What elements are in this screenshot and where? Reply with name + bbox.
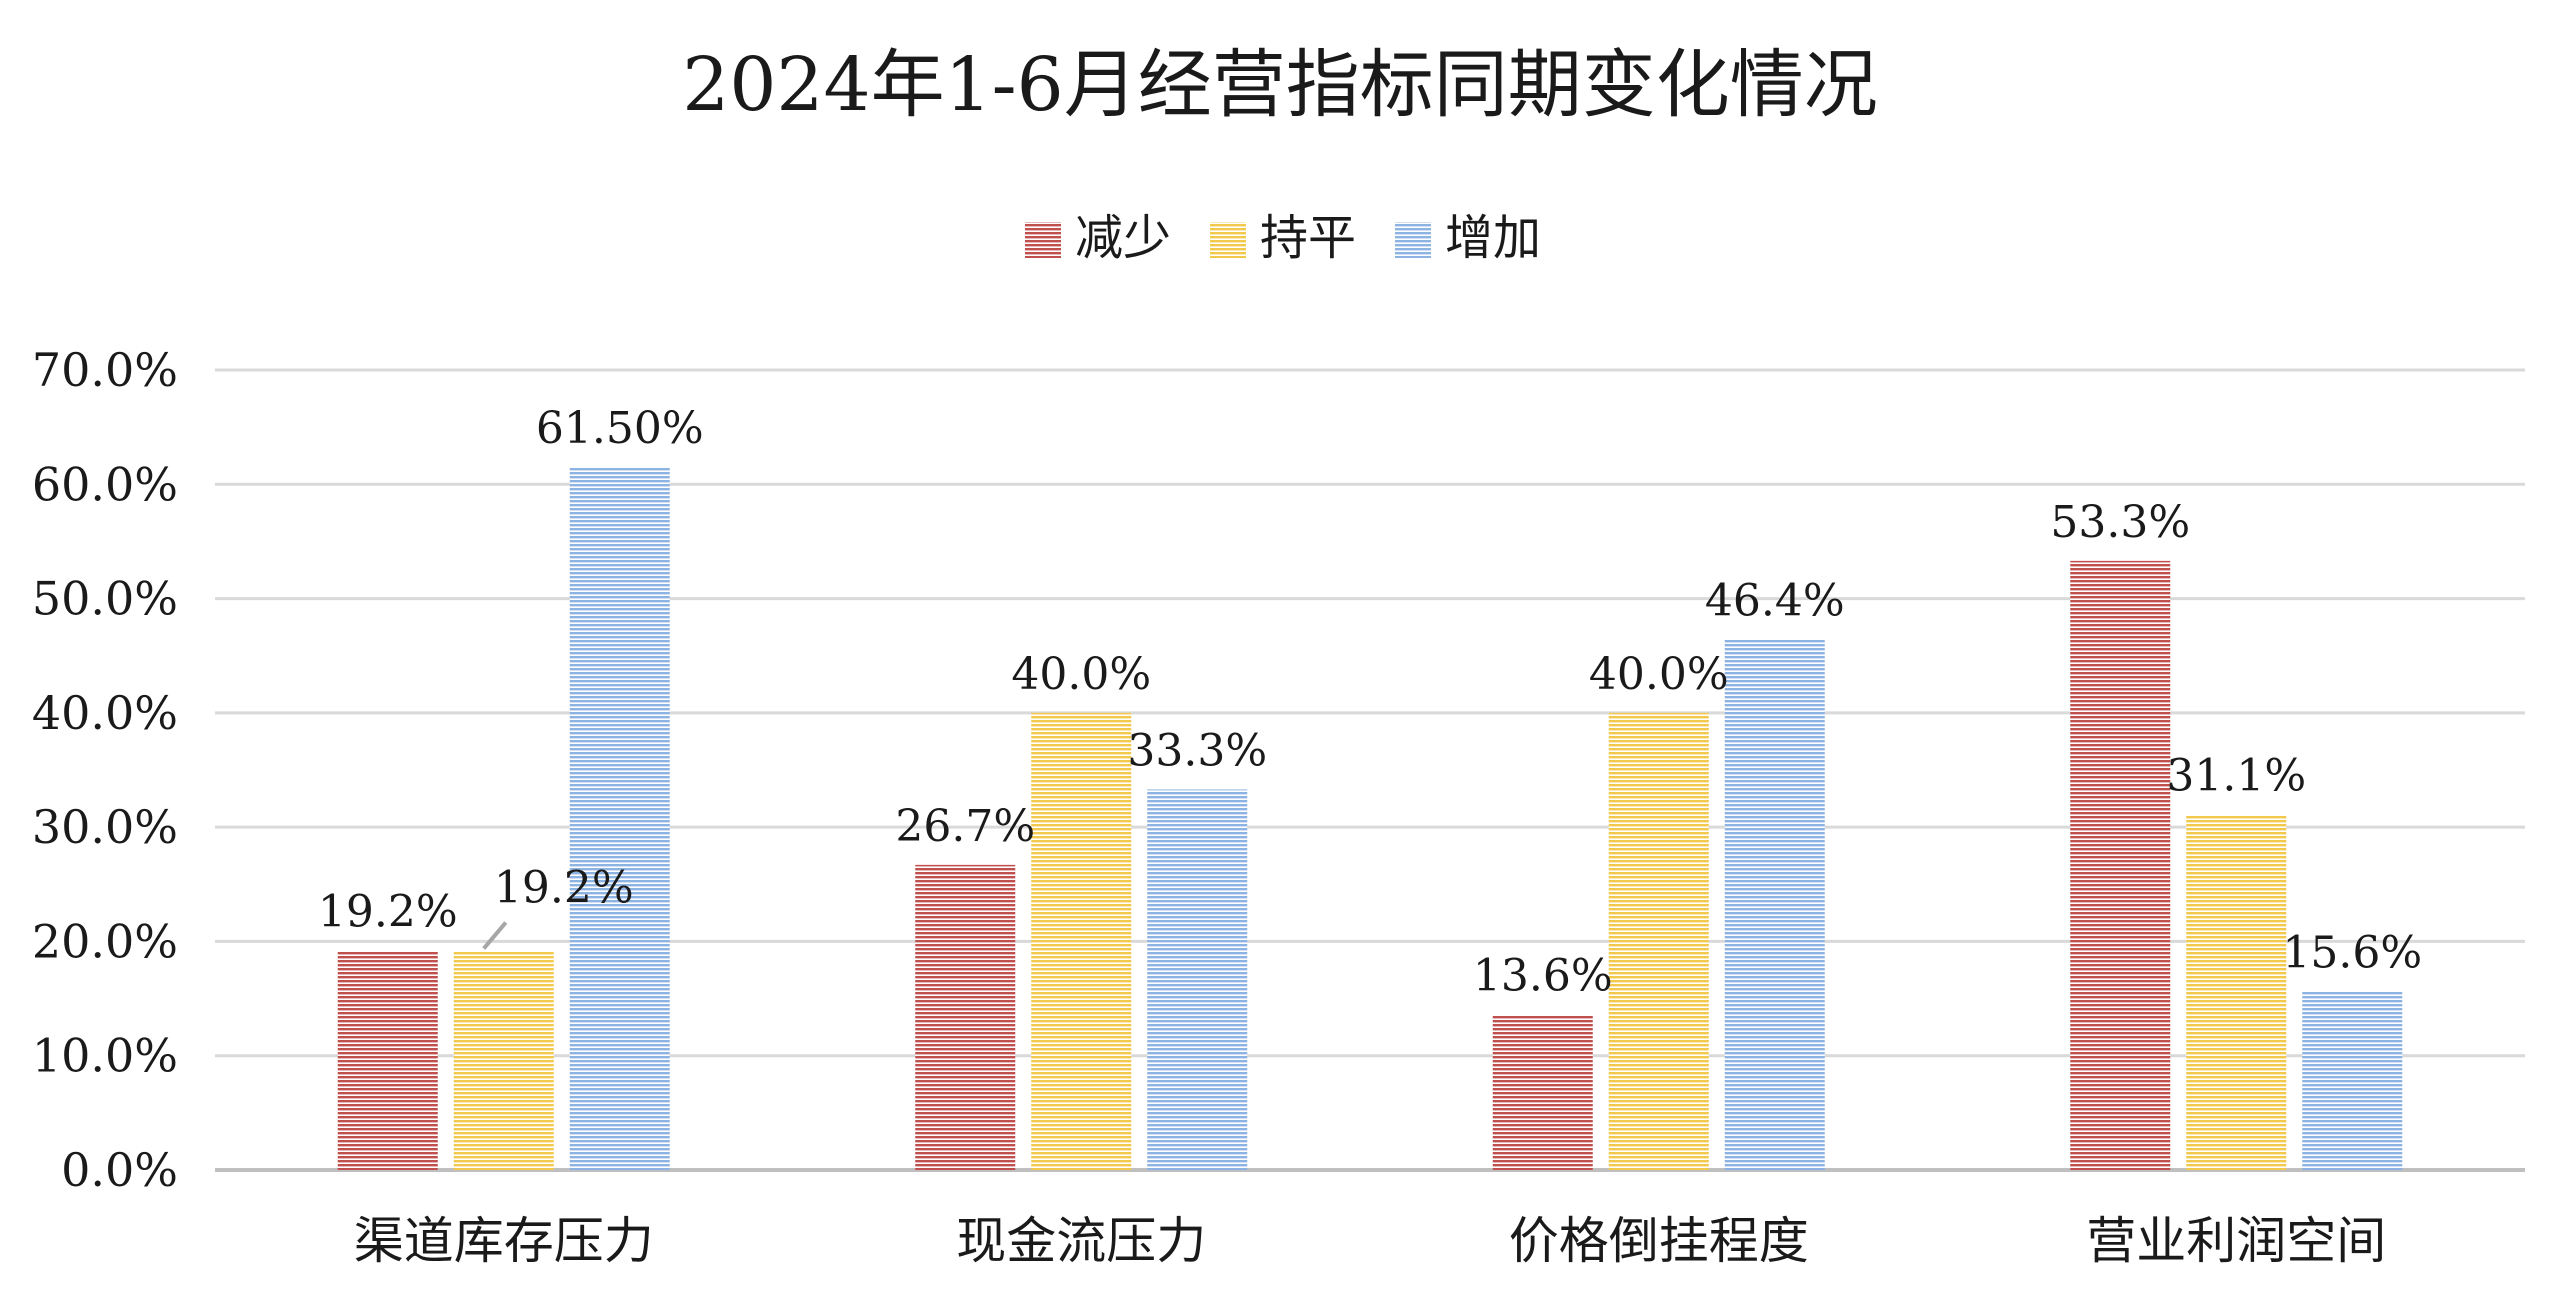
bar xyxy=(1031,712,1132,1170)
y-axis-ticks: 0.0% 10.0% 20.0% 30.0% 40.0% 50.0% 60.0% 70.0% xyxy=(32,343,178,1197)
legend: 减少 持平 增加 xyxy=(1025,210,1541,266)
y-tick-label: 30.0% xyxy=(32,800,178,854)
y-tick-label: 0.0% xyxy=(61,1143,178,1197)
bar xyxy=(2070,560,2171,1170)
y-tick-label: 20.0% xyxy=(32,914,178,968)
bar xyxy=(2302,991,2403,1170)
x-category-label: 现金流压力 xyxy=(956,1212,1206,1270)
data-label: 15.6% xyxy=(2282,928,2422,979)
legend-label: 持平 xyxy=(1260,210,1356,266)
legend-label: 减少 xyxy=(1075,210,1171,266)
data-label: 26.7% xyxy=(895,801,1035,852)
bar xyxy=(915,864,1016,1170)
x-category-label: 营业利润空间 xyxy=(2086,1212,2386,1270)
data-label: 61.50% xyxy=(536,403,704,454)
data-labels: 19.2% 19.2% 61.50% 26.7% 40.0% 33.3% 13.6% 40.0… xyxy=(318,403,2422,1001)
bar xyxy=(1147,789,1248,1170)
bar xyxy=(453,950,554,1170)
y-tick-label: 60.0% xyxy=(32,457,178,511)
data-label: 13.6% xyxy=(1473,951,1613,1002)
data-label: 46.4% xyxy=(1705,576,1845,627)
bars xyxy=(337,467,2403,1171)
legend-label: 增加 xyxy=(1445,210,1541,266)
data-label: 40.0% xyxy=(1589,649,1729,700)
bar xyxy=(1608,712,1709,1170)
bar xyxy=(1492,1014,1593,1170)
bar xyxy=(2186,814,2287,1170)
bar xyxy=(1724,639,1825,1170)
y-tick-label: 70.0% xyxy=(32,343,178,397)
data-label: 53.3% xyxy=(2050,497,2190,548)
y-tick-label: 40.0% xyxy=(32,686,178,740)
bar xyxy=(569,467,670,1171)
data-label: 19.2% xyxy=(494,863,634,914)
legend-swatch xyxy=(1210,222,1246,258)
data-label: 33.3% xyxy=(1127,725,1267,776)
x-category-label: 价格倒挂程度 xyxy=(1509,1212,1809,1270)
label-leader-line xyxy=(482,921,508,950)
x-category-label: 渠道库存压力 xyxy=(354,1212,654,1270)
y-tick-label: 10.0% xyxy=(32,1029,178,1083)
data-label: 40.0% xyxy=(1011,649,1151,700)
legend-swatch xyxy=(1025,222,1061,258)
y-tick-label: 50.0% xyxy=(32,572,178,626)
chart-title: 2024年1-6月经营指标同期变化情况 xyxy=(682,42,1878,128)
data-label: 31.1% xyxy=(2166,751,2306,802)
bar xyxy=(337,950,438,1170)
x-axis-categories: 渠道库存压力 现金流压力 价格倒挂程度 营业利润空间 xyxy=(354,1212,2387,1270)
data-label: 19.2% xyxy=(318,887,458,938)
legend-swatch xyxy=(1395,222,1431,258)
